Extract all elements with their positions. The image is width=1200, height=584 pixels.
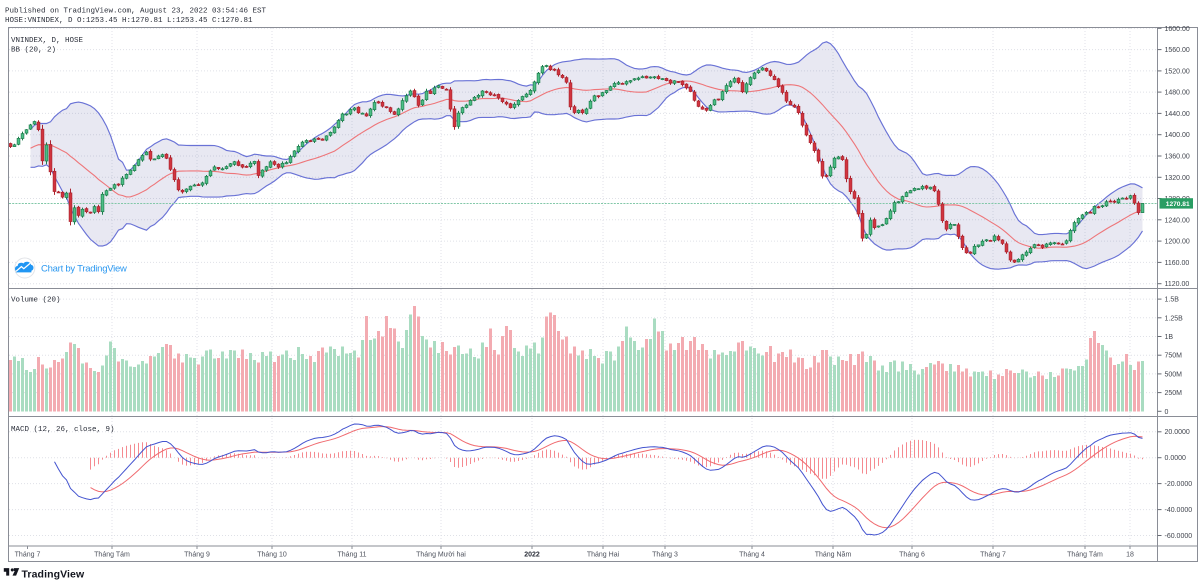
svg-text:Tháng 7: Tháng 7 [15, 552, 41, 559]
svg-text:1120.00: 1120.00 [1165, 281, 1190, 288]
svg-text:2022: 2022 [524, 552, 540, 559]
svg-text:18: 18 [1126, 552, 1134, 559]
svg-text:20.0000: 20.0000 [1165, 429, 1190, 436]
svg-text:1600.00: 1600.00 [1165, 26, 1190, 33]
svg-text:750M: 750M [1165, 353, 1183, 360]
svg-text:Tháng 3: Tháng 3 [652, 552, 678, 559]
svg-text:1360.00: 1360.00 [1165, 154, 1190, 161]
svg-text:Tháng 10: Tháng 10 [257, 552, 287, 559]
svg-text:1320.00: 1320.00 [1165, 175, 1190, 182]
svg-text:1560.00: 1560.00 [1165, 47, 1190, 54]
svg-text:Tháng Tám: Tháng Tám [1067, 552, 1103, 559]
svg-text:1440.00: 1440.00 [1165, 111, 1190, 118]
svg-text:0: 0 [1165, 409, 1169, 416]
svg-text:Published on TradingView.com,: Published on TradingView.com, August 23,… [5, 8, 267, 16]
svg-text:Tháng Năm: Tháng Năm [815, 552, 852, 559]
svg-text:BB (20, 2): BB (20, 2) [11, 47, 56, 55]
svg-text:1520.00: 1520.00 [1165, 68, 1190, 75]
svg-text:Tháng 4: Tháng 4 [739, 552, 765, 559]
svg-text:Tháng Mười hai: Tháng Mười hai [416, 552, 466, 559]
svg-text:-40.0000: -40.0000 [1165, 507, 1193, 514]
svg-text:Chart by TradingView: Chart by TradingView [41, 264, 127, 275]
svg-text:-60.0000: -60.0000 [1165, 533, 1193, 540]
svg-text:1480.00: 1480.00 [1165, 90, 1190, 97]
svg-text:250M: 250M [1165, 390, 1183, 397]
svg-text:0.0000: 0.0000 [1165, 455, 1187, 462]
svg-text:1B: 1B [1165, 334, 1174, 341]
svg-text:Tháng Hai: Tháng Hai [587, 552, 620, 559]
svg-text:VNINDEX, D, HOSE: VNINDEX, D, HOSE [11, 37, 84, 45]
svg-text:Tháng 6: Tháng 6 [899, 552, 925, 559]
svg-text:-20.0000: -20.0000 [1165, 481, 1193, 488]
svg-text:1400.00: 1400.00 [1165, 132, 1190, 139]
svg-text:Tháng 11: Tháng 11 [337, 552, 366, 559]
svg-text:HOSE:VNINDEX, D O:1253.45 H:12: HOSE:VNINDEX, D O:1253.45 H:1270.81 L:12… [5, 17, 253, 25]
svg-text:500M: 500M [1165, 371, 1183, 378]
svg-text:Tháng 9: Tháng 9 [184, 552, 210, 559]
svg-text:1.5B: 1.5B [1165, 297, 1180, 304]
svg-text:Tháng Tám: Tháng Tám [94, 552, 130, 559]
svg-text:Volume (20): Volume (20) [11, 297, 61, 305]
svg-text:1200.00: 1200.00 [1165, 239, 1190, 246]
svg-text:TradingView: TradingView [22, 568, 85, 580]
svg-text:1.25B: 1.25B [1165, 315, 1184, 322]
svg-text:1240.00: 1240.00 [1165, 217, 1190, 224]
svg-text:MACD (12, 26, close, 9): MACD (12, 26, close, 9) [11, 426, 115, 434]
svg-text:Tháng 7: Tháng 7 [980, 552, 1006, 559]
svg-text:1160.00: 1160.00 [1165, 260, 1190, 267]
svg-text:1270.81: 1270.81 [1166, 201, 1190, 208]
